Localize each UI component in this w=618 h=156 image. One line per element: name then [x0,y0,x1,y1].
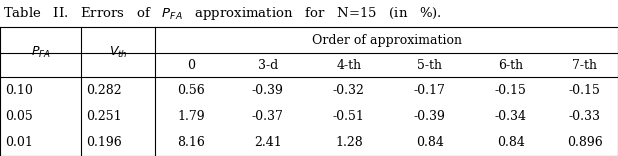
Text: 1.28: 1.28 [335,136,363,149]
Text: -0.33: -0.33 [569,110,601,123]
Text: -0.15: -0.15 [495,84,527,97]
Text: 0.05: 0.05 [5,110,33,123]
Text: 0.196: 0.196 [86,136,122,149]
Text: 0.84: 0.84 [497,136,525,149]
Text: 7-th: 7-th [572,59,597,72]
Text: $V_{th}$: $V_{th}$ [109,45,127,60]
Text: -0.32: -0.32 [333,84,365,97]
Text: 0.251: 0.251 [86,110,122,123]
Text: 0.10: 0.10 [5,84,33,97]
Text: Table   II.   Errors   of   $P_{FA}$   approximation   for   N=15   (in   %).: Table II. Errors of $P_{FA}$ approximati… [3,5,442,22]
Text: 0.896: 0.896 [567,136,603,149]
Text: 4-th: 4-th [336,59,362,72]
Text: 0: 0 [187,59,195,72]
Text: 1.79: 1.79 [177,110,205,123]
Text: 3-d: 3-d [258,59,278,72]
Text: 5-th: 5-th [417,59,442,72]
Text: -0.51: -0.51 [333,110,365,123]
Text: 2.41: 2.41 [254,136,282,149]
Text: $P_{FA}$: $P_{FA}$ [30,45,51,60]
Text: 8.16: 8.16 [177,136,205,149]
Text: 0.282: 0.282 [86,84,122,97]
Text: -0.34: -0.34 [495,110,527,123]
Text: 6-th: 6-th [498,59,523,72]
Text: -0.17: -0.17 [414,84,446,97]
Text: 0.84: 0.84 [416,136,444,149]
Text: 0.56: 0.56 [177,84,205,97]
Text: -0.39: -0.39 [252,84,284,97]
Text: -0.39: -0.39 [414,110,446,123]
Text: Order of approximation: Order of approximation [311,34,462,47]
Text: 0.01: 0.01 [5,136,33,149]
Text: -0.15: -0.15 [569,84,601,97]
Text: -0.37: -0.37 [252,110,284,123]
